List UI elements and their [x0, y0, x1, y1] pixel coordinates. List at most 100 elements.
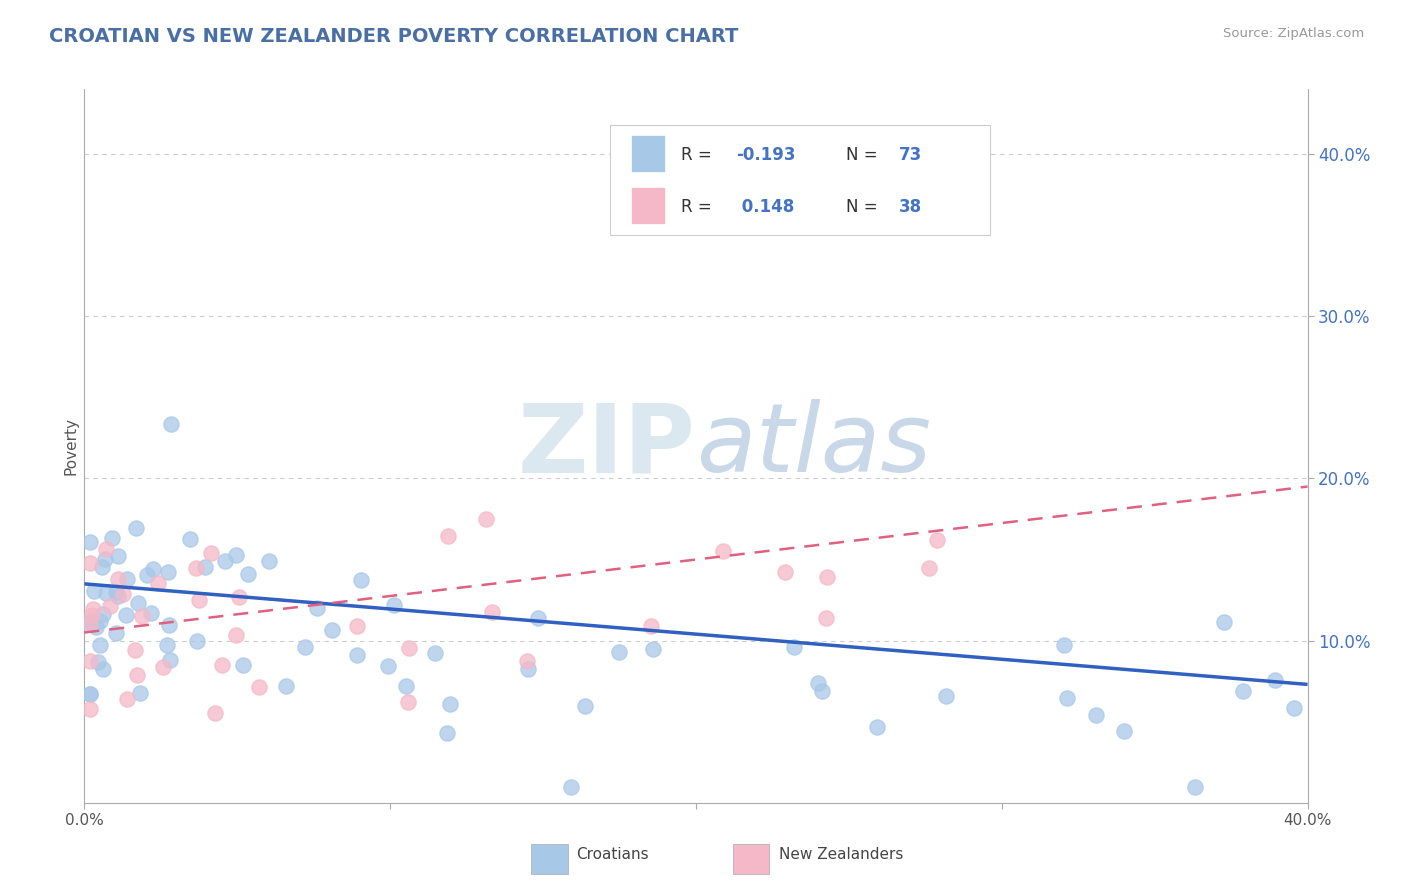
Point — [377, 658, 399, 673]
Text: R =: R = — [682, 197, 717, 216]
Text: N =: N = — [846, 145, 883, 164]
Point — [127, 596, 149, 610]
Point — [79, 687, 101, 701]
Y-axis label: Poverty: Poverty — [63, 417, 79, 475]
Point — [274, 679, 297, 693]
Point — [79, 534, 101, 549]
Point — [159, 653, 181, 667]
Point — [157, 565, 180, 579]
Point — [79, 616, 101, 631]
Point — [94, 551, 117, 566]
Point — [184, 560, 207, 574]
Point — [79, 687, 101, 701]
Point — [98, 599, 121, 613]
Point — [927, 533, 949, 547]
Text: -0.193: -0.193 — [737, 145, 796, 164]
Point — [194, 560, 217, 574]
Point — [398, 641, 420, 656]
Point — [607, 645, 630, 659]
Point — [1232, 684, 1254, 698]
Point — [238, 567, 260, 582]
Point — [136, 568, 159, 582]
Point — [117, 572, 139, 586]
Text: New Zealanders: New Zealanders — [779, 847, 904, 862]
Point — [96, 586, 118, 600]
Point — [1282, 701, 1305, 715]
Point — [107, 549, 129, 563]
Point — [200, 546, 222, 560]
Point — [104, 584, 127, 599]
Point — [307, 601, 329, 615]
Point — [1264, 673, 1286, 688]
Text: 38: 38 — [898, 197, 922, 216]
Point — [157, 618, 180, 632]
Point — [516, 662, 538, 676]
Bar — [631, 186, 665, 224]
Point — [142, 561, 165, 575]
Point — [79, 614, 101, 628]
Point — [783, 640, 806, 654]
Bar — [631, 135, 665, 172]
Point — [1213, 615, 1236, 629]
Point — [436, 529, 458, 543]
Text: atlas: atlas — [696, 400, 931, 492]
Point — [87, 655, 110, 669]
Point — [101, 531, 124, 545]
Point — [204, 706, 226, 721]
Point — [124, 643, 146, 657]
Point — [1056, 691, 1078, 706]
Point — [811, 684, 834, 698]
Point — [815, 570, 838, 584]
Point — [807, 676, 830, 690]
Point — [1053, 638, 1076, 652]
Point — [125, 667, 148, 681]
Point — [247, 680, 270, 694]
Bar — [531, 844, 568, 874]
Point — [257, 554, 280, 568]
Point — [94, 541, 117, 556]
Point — [146, 575, 169, 590]
Point — [89, 614, 111, 628]
Text: ZIP: ZIP — [517, 400, 696, 492]
Point — [91, 662, 114, 676]
Point — [640, 619, 662, 633]
Point — [436, 726, 458, 740]
Point — [474, 512, 496, 526]
Point — [79, 616, 101, 631]
Point — [349, 574, 371, 588]
Bar — [733, 844, 769, 874]
Point — [186, 633, 208, 648]
Text: 0.148: 0.148 — [737, 197, 794, 216]
Point — [179, 532, 201, 546]
Point — [117, 691, 139, 706]
Point — [382, 598, 405, 612]
Point — [423, 647, 446, 661]
Point — [395, 679, 418, 693]
Point — [156, 638, 179, 652]
Text: N =: N = — [846, 197, 883, 216]
Point — [129, 686, 152, 700]
Point — [917, 560, 939, 574]
Point — [187, 592, 209, 607]
Point — [232, 658, 254, 673]
Point — [131, 609, 153, 624]
Point — [294, 640, 316, 655]
Text: 73: 73 — [898, 145, 922, 164]
Text: Source: ZipAtlas.com: Source: ZipAtlas.com — [1223, 27, 1364, 40]
Point — [89, 638, 111, 652]
Point — [80, 608, 103, 623]
Point — [107, 573, 129, 587]
Text: CROATIAN VS NEW ZEALANDER POVERTY CORRELATION CHART: CROATIAN VS NEW ZEALANDER POVERTY CORREL… — [49, 27, 738, 45]
Point — [111, 587, 134, 601]
Point — [1114, 724, 1136, 739]
Point — [79, 654, 101, 668]
Point — [560, 780, 582, 794]
Point — [346, 648, 368, 662]
Point — [152, 659, 174, 673]
Point — [82, 602, 104, 616]
Point — [211, 658, 233, 673]
Point — [1084, 708, 1107, 723]
Point — [160, 417, 183, 431]
Point — [84, 620, 107, 634]
Point — [79, 702, 101, 716]
